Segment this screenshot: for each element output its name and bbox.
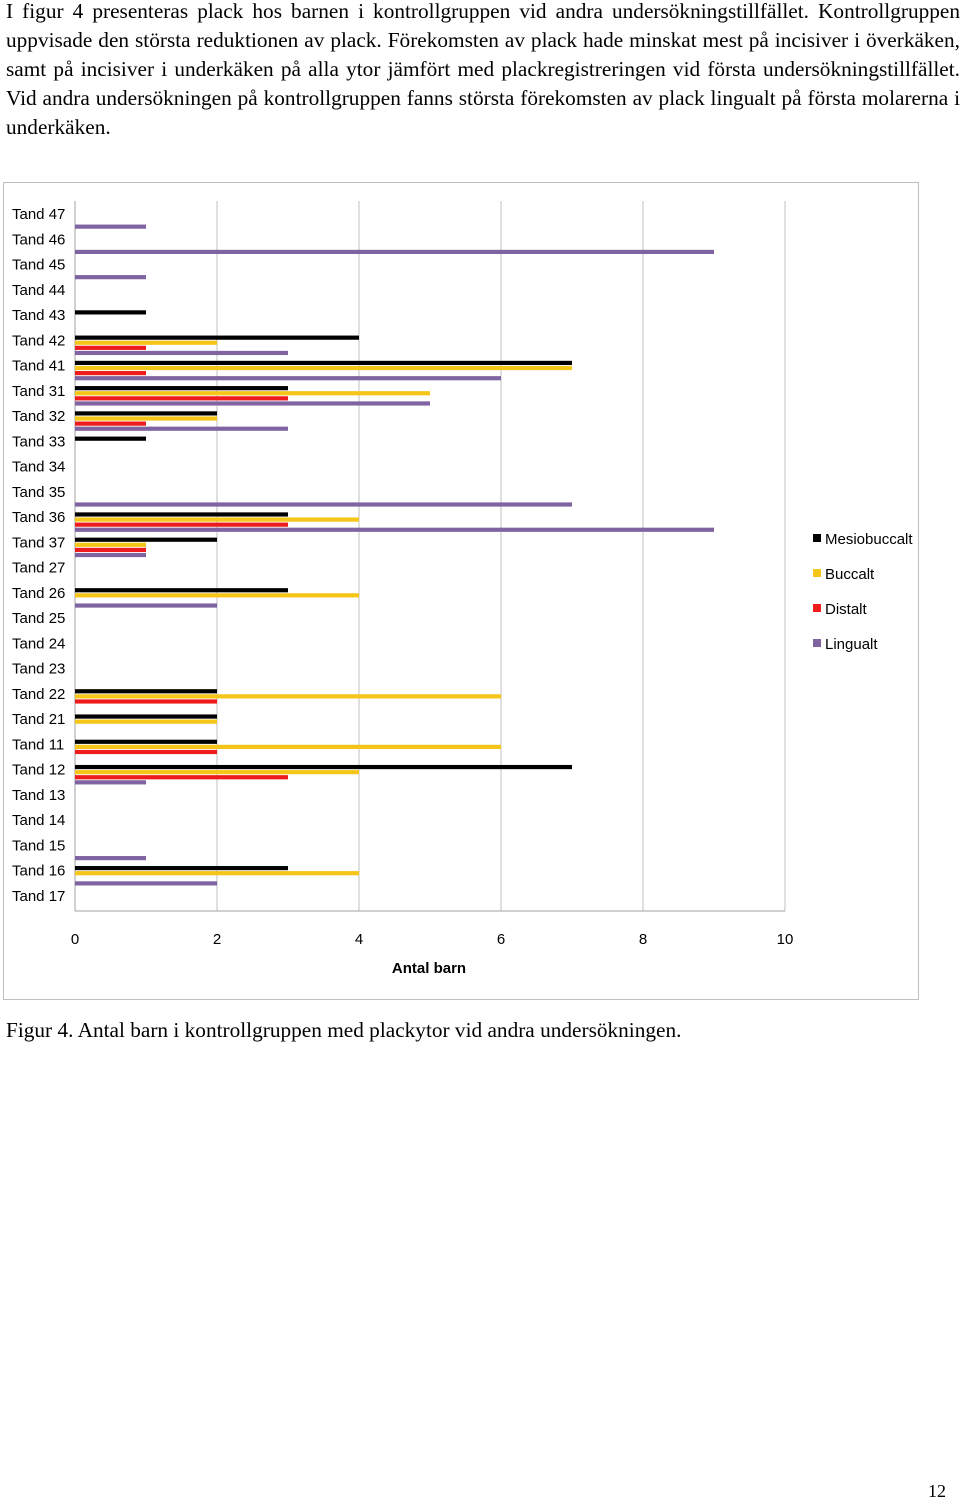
- legend-label-mesiobuccalt: Mesiobuccalt: [825, 531, 913, 548]
- figure-caption: Figur 4. Antal barn i kontrollgruppen me…: [6, 1018, 682, 1042]
- bar-buccalt: [75, 593, 359, 598]
- y-category-label: Tand 23: [12, 661, 65, 678]
- legend-swatch-mesiobuccalt: [813, 534, 821, 542]
- y-category-label: Tand 42: [12, 332, 65, 349]
- y-category-label: Tand 32: [12, 408, 65, 425]
- bar-distalt: [75, 345, 146, 350]
- y-category-label: Tand 26: [12, 585, 65, 602]
- bar-buccalt: [75, 542, 146, 547]
- y-category-label: Tand 37: [12, 534, 65, 551]
- bar-mesiobuccalt: [75, 436, 146, 441]
- y-category-label: Tand 25: [12, 610, 65, 627]
- bar-buccalt: [75, 770, 359, 775]
- y-category-label: Tand 15: [12, 837, 65, 854]
- y-category-label: Tand 16: [12, 863, 65, 880]
- legend-label-distalt: Distalt: [825, 601, 868, 618]
- x-tick-label-10: 10: [777, 931, 794, 948]
- bar-distalt: [75, 371, 146, 376]
- y-category-label: Tand 27: [12, 560, 65, 577]
- bar-distalt: [75, 522, 288, 527]
- y-category-label: Tand 36: [12, 509, 65, 526]
- bar-lingualt: [75, 224, 146, 229]
- bar-distalt: [75, 421, 146, 426]
- bar-mesiobuccalt: [75, 537, 217, 542]
- bar-lingualt: [75, 249, 714, 255]
- bar-mesiobuccalt: [75, 865, 288, 871]
- bar-buccalt: [75, 365, 572, 371]
- bar-mesiobuccalt: [75, 310, 146, 315]
- y-category-label: Tand 31: [12, 383, 65, 400]
- bar-lingualt: [75, 856, 146, 861]
- y-category-label: Tand 47: [12, 206, 65, 223]
- x-tick-label-6: 6: [497, 931, 505, 948]
- bar-mesiobuccalt: [75, 764, 572, 770]
- bar-distalt: [75, 749, 217, 755]
- x-tick-label-4: 4: [355, 931, 363, 948]
- y-category-label: Tand 44: [12, 282, 65, 299]
- chart-frame: 0 2 4 6 8 10 Antal barn Tand 47 Tand 46 Tand 45 Ta…: [3, 182, 919, 1000]
- bar-mesiobuccalt: [75, 588, 288, 593]
- bar-lingualt: [75, 502, 572, 507]
- y-category-label: Tand 24: [12, 635, 65, 652]
- bar-lingualt: [75, 780, 146, 785]
- y-category-label: Tand 13: [12, 787, 65, 804]
- bar-buccalt: [75, 391, 430, 396]
- bar-mesiobuccalt: [75, 386, 288, 391]
- bar-distalt: [75, 775, 288, 780]
- legend-label-lingualt: Lingualt: [825, 636, 878, 653]
- bar-buccalt: [75, 694, 501, 699]
- bar-mesiobuccalt: [75, 714, 217, 719]
- bar-lingualt: [75, 275, 146, 280]
- bar-mesiobuccalt: [75, 512, 288, 517]
- x-tick-label-2: 2: [213, 931, 221, 948]
- legend-swatch-lingualt: [813, 639, 821, 647]
- bar-lingualt: [75, 527, 714, 532]
- bar-distalt: [75, 547, 146, 553]
- bar-lingualt: [75, 350, 288, 356]
- bar-buccalt: [75, 340, 217, 345]
- bar-mesiobuccalt: [75, 739, 217, 744]
- y-category-label: Tand 46: [12, 231, 65, 248]
- y-category-label: Tand 12: [12, 762, 65, 779]
- y-category-label: Tand 35: [12, 484, 65, 501]
- legend-label-buccalt: Buccalt: [825, 566, 875, 583]
- bar-buccalt: [75, 871, 359, 876]
- y-category-label: Tand 45: [12, 257, 65, 274]
- bar-distalt: [75, 699, 217, 704]
- y-category-label: Tand 43: [12, 307, 65, 324]
- body-paragraph: I figur 4 presenteras plack hos barnen i…: [6, 0, 960, 139]
- bar-lingualt: [75, 881, 217, 886]
- y-category-label: Tand 22: [12, 686, 65, 703]
- x-axis-title: Antal barn: [392, 960, 466, 977]
- x-tick-label-0: 0: [71, 931, 79, 948]
- y-category-label: Tand 21: [12, 711, 65, 728]
- bar-buccalt: [75, 744, 501, 749]
- bar-lingualt: [75, 603, 217, 608]
- bar-buccalt: [75, 517, 359, 522]
- y-category-label: Tand 11: [12, 736, 64, 753]
- bar-lingualt: [75, 426, 288, 431]
- legend-swatch-buccalt: [813, 569, 821, 577]
- x-tick-label-8: 8: [639, 931, 647, 948]
- bar-mesiobuccalt: [75, 360, 572, 366]
- legend-swatch-distalt: [813, 604, 821, 612]
- bar-mesiobuccalt: [75, 689, 217, 694]
- page-number: 12: [928, 1481, 946, 1501]
- y-category-label: Tand 17: [12, 888, 65, 905]
- bar-distalt: [75, 396, 288, 401]
- bar-lingualt: [75, 552, 146, 558]
- bar-lingualt: [75, 376, 501, 381]
- y-category-label: Tand 33: [12, 433, 65, 450]
- y-category-label: Tand 14: [12, 812, 65, 829]
- bar-chart: 0 2 4 6 8 10 Antal barn Tand 47 Tand 46 Tand 45 Ta…: [12, 201, 913, 977]
- bar-lingualt: [75, 401, 430, 406]
- bar-buccalt: [75, 416, 217, 421]
- y-category-label: Tand 41: [12, 358, 65, 375]
- bar-mesiobuccalt: [75, 411, 217, 416]
- y-category-label: Tand 34: [12, 459, 65, 476]
- bar-mesiobuccalt: [75, 335, 359, 340]
- bar-buccalt: [75, 719, 217, 724]
